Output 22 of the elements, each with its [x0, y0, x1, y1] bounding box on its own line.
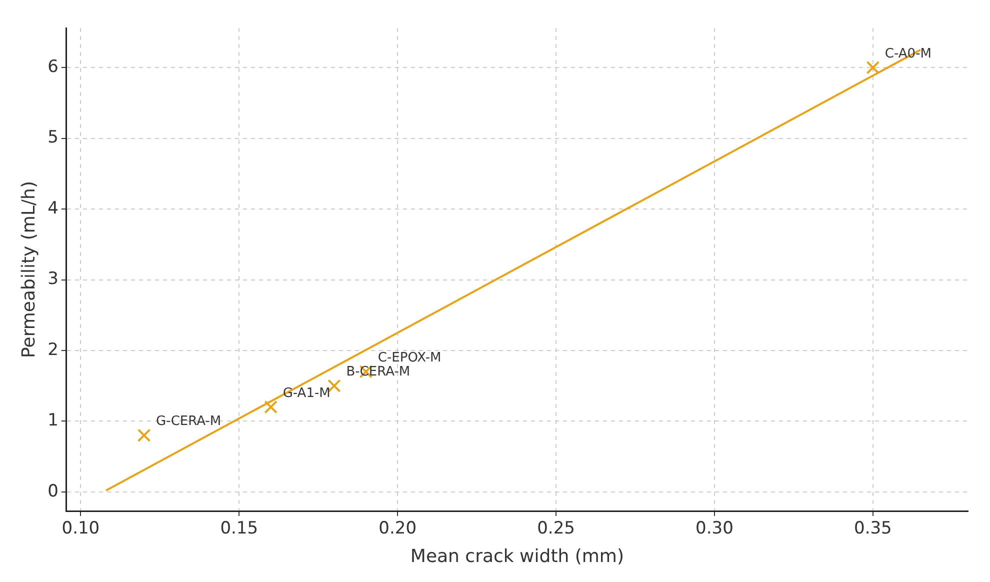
y-tick-label: 3: [48, 269, 58, 290]
point: [866, 60, 880, 74]
annotation: C-EPOX-M: [378, 350, 442, 366]
x-tick-label: 0.25: [537, 518, 575, 539]
x-tick-label: 0.10: [62, 518, 100, 539]
annotation: G-CERA-M: [156, 414, 222, 430]
point: [264, 400, 278, 414]
x-tick-label: 0.30: [696, 518, 734, 539]
y-tick-label: 6: [48, 57, 58, 78]
y-tick-label: 1: [48, 410, 58, 431]
point: [328, 379, 341, 392]
y-tick-label: 0: [48, 481, 58, 502]
x-tick-label: 0.35: [854, 518, 892, 539]
x-axis-title: Mean crack width (mm): [410, 546, 624, 567]
x-tick-label: 0.15: [220, 518, 258, 539]
y-tick-label: 2: [48, 340, 58, 360]
annotation: G-A1-M: [282, 386, 330, 401]
x-tick-label: 0.20: [378, 518, 417, 539]
point: [137, 428, 151, 442]
y-tick-label: 4: [48, 198, 58, 218]
y-axis-title: Permeability (mL/h): [18, 181, 40, 358]
y-tick-label: 5: [48, 128, 58, 148]
